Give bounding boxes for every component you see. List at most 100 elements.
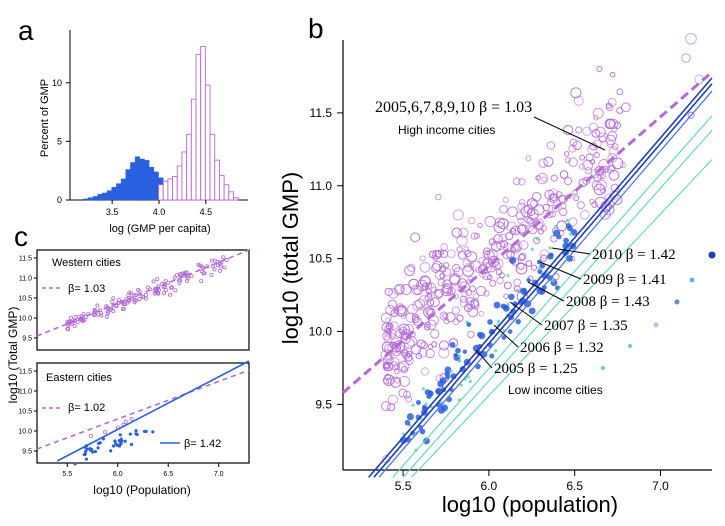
low-income-point (553, 229, 561, 237)
high-income-point (439, 311, 449, 321)
western-city-point (222, 265, 227, 270)
high-income-point (390, 357, 400, 367)
high-income-point (482, 250, 491, 258)
western-city-point (199, 269, 204, 274)
high-income-point (489, 279, 497, 287)
fit-line-3 (378, 90, 713, 478)
western-city-point (73, 314, 78, 319)
high-income-point (478, 310, 485, 317)
high-income-point (608, 164, 616, 172)
western-city-point (105, 309, 110, 314)
high-income-point (438, 347, 450, 359)
western-city-point (173, 288, 178, 293)
c-top-fit-line (36, 249, 250, 337)
c-y-tick-label: 11.5 (19, 369, 32, 376)
b-x-label: log10 (population) (442, 492, 618, 517)
low-income-point (404, 419, 411, 426)
high-income-point (470, 232, 479, 240)
western-city-point (155, 277, 160, 282)
high-income-point (525, 155, 532, 162)
high-income-point (503, 281, 512, 290)
high-income-point (619, 161, 627, 169)
high-income-point (430, 329, 440, 339)
high-income-point (442, 284, 452, 294)
high-income-point (411, 344, 422, 355)
high-income-point (405, 395, 413, 403)
western-city-point (143, 296, 148, 301)
high-income-point (463, 303, 473, 313)
western-city-point (137, 289, 142, 294)
low-income-point (455, 347, 461, 354)
western-city-point (224, 258, 229, 263)
high-income-point (424, 321, 431, 328)
high-income-point (424, 323, 431, 331)
c-top-title: Western cities (52, 257, 121, 269)
marker-2006 (628, 344, 632, 348)
eastern-city-point (129, 442, 134, 447)
high-income-point (410, 232, 421, 243)
a-y-tick-label: 5 (57, 136, 62, 146)
western-city-point (111, 309, 116, 314)
high-income-point (564, 157, 571, 164)
high-income-point (542, 203, 550, 212)
high-income-point (396, 304, 407, 315)
high-income-point (572, 140, 582, 151)
pointer-2009 (539, 261, 582, 280)
hist-bar (214, 159, 220, 201)
hist-bar (153, 171, 159, 201)
c-x-tick-label: 6.5 (163, 471, 173, 478)
high-income-point (550, 235, 558, 243)
high-income-point (592, 139, 602, 149)
low-income-point (565, 218, 570, 223)
hist-bar (176, 165, 183, 201)
c-bottom-frame (36, 362, 250, 464)
eastern-city-point (142, 429, 147, 433)
high-income-point (575, 126, 583, 134)
eastern-city-point (97, 441, 101, 445)
b-x-tick-label: 6.0 (481, 479, 498, 493)
western-city-point (151, 279, 156, 284)
high-income-point (530, 264, 538, 271)
high-income-point (543, 156, 554, 167)
eastern-high-point (103, 430, 108, 435)
hist-bar (204, 84, 211, 201)
eastern-city-point (96, 446, 100, 450)
high-income-point (387, 394, 399, 405)
high-income-pointer (533, 116, 606, 151)
high-income-point (494, 217, 505, 228)
high-income-point (525, 260, 533, 267)
high-income-point (502, 196, 509, 204)
high-income-point (533, 236, 541, 245)
b-y-label: log10 (total GMP) (278, 172, 303, 344)
eastern-city-point (134, 432, 138, 436)
b-y-tick-label: 11.5 (310, 106, 333, 120)
b-x-tick-label: 5.5 (395, 479, 412, 493)
high-income-point (533, 204, 545, 216)
low-income-point (421, 387, 425, 391)
high-income-point (579, 154, 586, 161)
c-bottom-legend-blue-text: β= 1.42 (184, 438, 221, 450)
main-scatter-panel: 5.5 6.0 6.5 7.0 9.5 10.0 10.5 11.0 11.5 log10 (p… (278, 32, 716, 517)
western-city-point (212, 267, 217, 272)
western-city-point (181, 271, 186, 276)
western-city-point (104, 314, 109, 319)
a-y-tick-label: 0 (57, 195, 62, 205)
hist-bar (88, 197, 94, 201)
high-income-point (394, 377, 401, 384)
high-income-point (390, 376, 402, 388)
hist-bar (200, 45, 206, 201)
western-city-point (174, 273, 179, 278)
low-income-point (570, 228, 578, 236)
b-y-tick-label: 11.0 (310, 179, 333, 193)
a-x-tick-label: 3.5 (106, 207, 119, 217)
western-city-point (205, 264, 210, 269)
eastern-city-point (82, 453, 86, 457)
western-city-point (98, 311, 103, 316)
high-income-point (412, 316, 422, 326)
high-income-point (609, 71, 616, 78)
high-income-point (477, 222, 483, 229)
high-income-point (600, 173, 606, 179)
c-y-tick-label: 10.5 (18, 409, 32, 416)
western-city-point (183, 270, 188, 275)
